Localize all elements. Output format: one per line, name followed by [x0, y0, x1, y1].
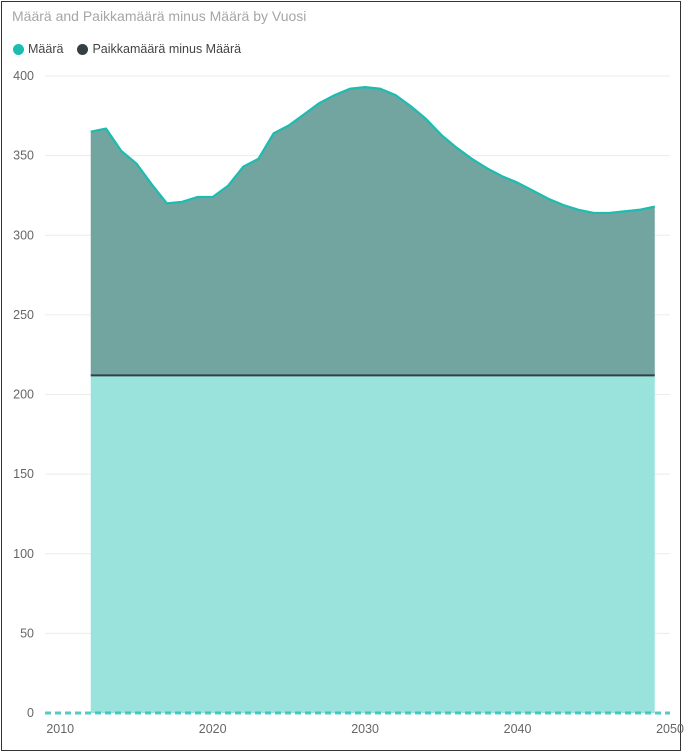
y-tick-label-200: 200: [13, 388, 34, 402]
chart-title: Määrä and Paikkamäärä minus Määrä by Vuo…: [12, 8, 307, 24]
line-stacked-total: [90, 86, 655, 215]
x-tick-label-2050: 2050: [656, 722, 684, 736]
y-tick-label-350: 350: [13, 149, 34, 163]
x-tick-label-2030: 2030: [351, 722, 379, 736]
y-tick-label-250: 250: [13, 308, 34, 322]
y-tick-label-100: 100: [13, 547, 34, 561]
x-tick-label-2040: 2040: [504, 722, 532, 736]
legend-item-paikkamaara[interactable]: Paikkamäärä minus Määrä: [77, 42, 241, 56]
area-paikkamaara-minus-maara: [90, 87, 655, 376]
y-tick-label-0: 0: [27, 706, 34, 720]
legend-marker-maara: [13, 43, 24, 55]
x-tick-label-2020: 2020: [199, 722, 227, 736]
area-maara: [90, 375, 655, 713]
legend-label-paikkamaara: Paikkamäärä minus Määrä: [92, 42, 242, 56]
y-tick-label-50: 50: [20, 626, 34, 640]
y-tick-label-300: 300: [13, 228, 34, 242]
legend-item-maara[interactable]: Määrä: [13, 42, 63, 56]
x-tick-label-2010: 2010: [46, 722, 74, 736]
legend: Määrä Paikkamäärä minus Määrä: [13, 42, 255, 56]
legend-marker-paikkamaara: [77, 43, 89, 55]
y-tick-label-150: 150: [13, 467, 34, 481]
legend-label-maara: Määrä: [28, 42, 64, 56]
y-tick-label-400: 400: [13, 69, 34, 83]
